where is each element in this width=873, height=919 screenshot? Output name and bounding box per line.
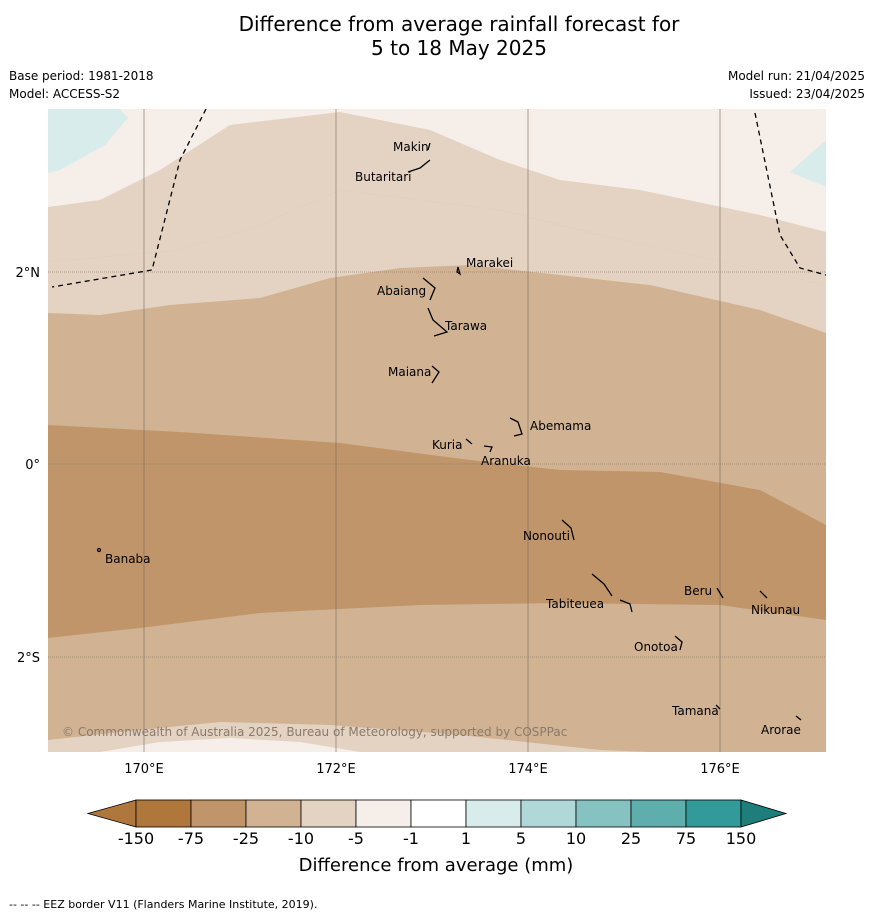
label-abaiang: Abaiang [377, 284, 426, 298]
island-maiana [431, 365, 440, 384]
colorbar-box [520, 799, 577, 828]
island-abaiang [422, 277, 436, 301]
lat-label-0: 0° [25, 458, 40, 473]
colorbar-extend-low [86, 799, 137, 828]
colorbar-box [685, 799, 742, 828]
islands [96, 142, 802, 721]
label-nonouti: Nonouti [523, 529, 570, 543]
island-tarawa [427, 307, 449, 337]
label-maiana: Maiana [388, 365, 431, 379]
colorbar-tick-label: -1 [403, 829, 419, 848]
footer-note: -- -- -- EEZ border V11 (Flanders Marine… [9, 898, 318, 911]
label-onotoa: Onotoa [634, 640, 678, 654]
lon-label-172: 172°E [316, 762, 356, 777]
label-marakei: Marakei [466, 256, 513, 270]
colorbar-box [190, 799, 247, 828]
island-onotoa [674, 635, 683, 651]
island-beru [716, 587, 724, 599]
lon-label-174: 174°E [508, 762, 548, 777]
meta-left: Base period: 1981-2018 Model: ACCESS-S2 [9, 67, 154, 103]
label-arorae: Arorae [761, 723, 801, 737]
label-beru: Beru [684, 584, 712, 598]
colorbar-tick-label: 10 [566, 829, 586, 848]
island-nonouti [561, 519, 575, 541]
colorbar-box [410, 799, 467, 828]
colorbar-box [135, 799, 192, 828]
map-area: Makin Butaritari Marakei Abaiang Tarawa … [48, 109, 826, 752]
colorbar-box [465, 799, 522, 828]
band-north-minus5-minus1 [48, 109, 826, 232]
colorbar-boxes [86, 799, 788, 828]
patch-northeast-positive [790, 140, 826, 187]
lat-label-2n: 2°N [16, 266, 41, 281]
eez-border-west [51, 109, 207, 288]
place-labels: Makin Butaritari Marakei Abaiang Tarawa … [105, 140, 801, 737]
title-line-1: Difference from average rainfall forecas… [238, 12, 680, 36]
colorbar-title: Difference from average (mm) [299, 855, 574, 876]
map-title: Difference from average rainfall forecas… [0, 12, 873, 60]
colorbar-tick-label: -5 [348, 829, 364, 848]
eez-border [51, 109, 826, 288]
island-arorae [795, 715, 802, 721]
model-run: Model run: 21/04/2025 [727, 69, 865, 83]
label-tabiteuea: Tabiteuea [545, 597, 604, 611]
lon-label-176: 176°E [700, 762, 740, 777]
colorbar-box [355, 799, 412, 828]
issued-date: Issued: 23/04/2025 [749, 87, 865, 101]
label-tarawa: Tarawa [444, 319, 487, 333]
label-nikunau: Nikunau [751, 603, 800, 617]
label-abemama: Abemama [530, 419, 591, 433]
label-makin: Makin [393, 140, 429, 154]
base-period: Base period: 1981-2018 [9, 69, 154, 83]
meta-right: Model run: 21/04/2025 Issued: 23/04/2025 [728, 67, 865, 103]
colorbar-tick-label: -10 [288, 829, 314, 848]
island-aranuka [483, 445, 493, 453]
label-aranuka: Aranuka [481, 454, 531, 468]
patch-northwest-positive [48, 109, 128, 173]
colorbar-box [630, 799, 687, 828]
colorbar-tick-label: -150 [118, 829, 154, 848]
axis-labels: 2°N 0° 2°S 170°E 172°E 174°E 176°E [16, 266, 740, 777]
island-tamana [715, 704, 721, 710]
colorbar-box [245, 799, 302, 828]
colorbar-tick-label: 75 [676, 829, 696, 848]
label-kuria: Kuria [432, 438, 463, 452]
colorbar-tick-label: -75 [178, 829, 204, 848]
colorbar-tick-label: 25 [621, 829, 641, 848]
lon-label-170: 170°E [124, 762, 164, 777]
copyright-text: © Commonwealth of Australia 2025, Bureau… [62, 725, 567, 739]
colorbar-box [300, 799, 357, 828]
island-makin [427, 142, 431, 151]
island-abemama [509, 417, 523, 437]
colorbar-box [575, 799, 632, 828]
lat-label-2s: 2°S [17, 651, 40, 666]
colorbar-tick-label: 1 [461, 829, 471, 848]
colorbar-tick-label: -25 [233, 829, 259, 848]
title-line-2: 5 to 18 May 2025 [371, 36, 547, 60]
island-nikunau [759, 590, 768, 599]
island-banaba [96, 547, 102, 553]
island-marakei [456, 266, 462, 276]
colorbar-ticks: -150 -75 -25 -10 -5 -1 1 5 10 25 75 150 [118, 829, 756, 848]
colorbar: -150 -75 -25 -10 -5 -1 1 5 10 25 75 150 Difference … [86, 799, 788, 876]
model-name: Model: ACCESS-S2 [9, 87, 121, 101]
label-banaba: Banaba [105, 552, 151, 566]
band-north-minus10 [48, 190, 826, 333]
colorbar-extend-high [740, 799, 788, 828]
grid [48, 109, 826, 752]
island-tabiteuea [591, 573, 633, 613]
label-tamana: Tamana [671, 704, 719, 718]
colorbar-tick-label: 150 [726, 829, 757, 848]
island-kuria [465, 438, 473, 445]
label-butaritari: Butaritari [355, 170, 412, 184]
island-butaritari [407, 159, 431, 173]
colorbar-tick-label: 5 [516, 829, 526, 848]
band-central-minus75-minus25 [48, 425, 826, 638]
band-south-minus5 [100, 738, 360, 752]
